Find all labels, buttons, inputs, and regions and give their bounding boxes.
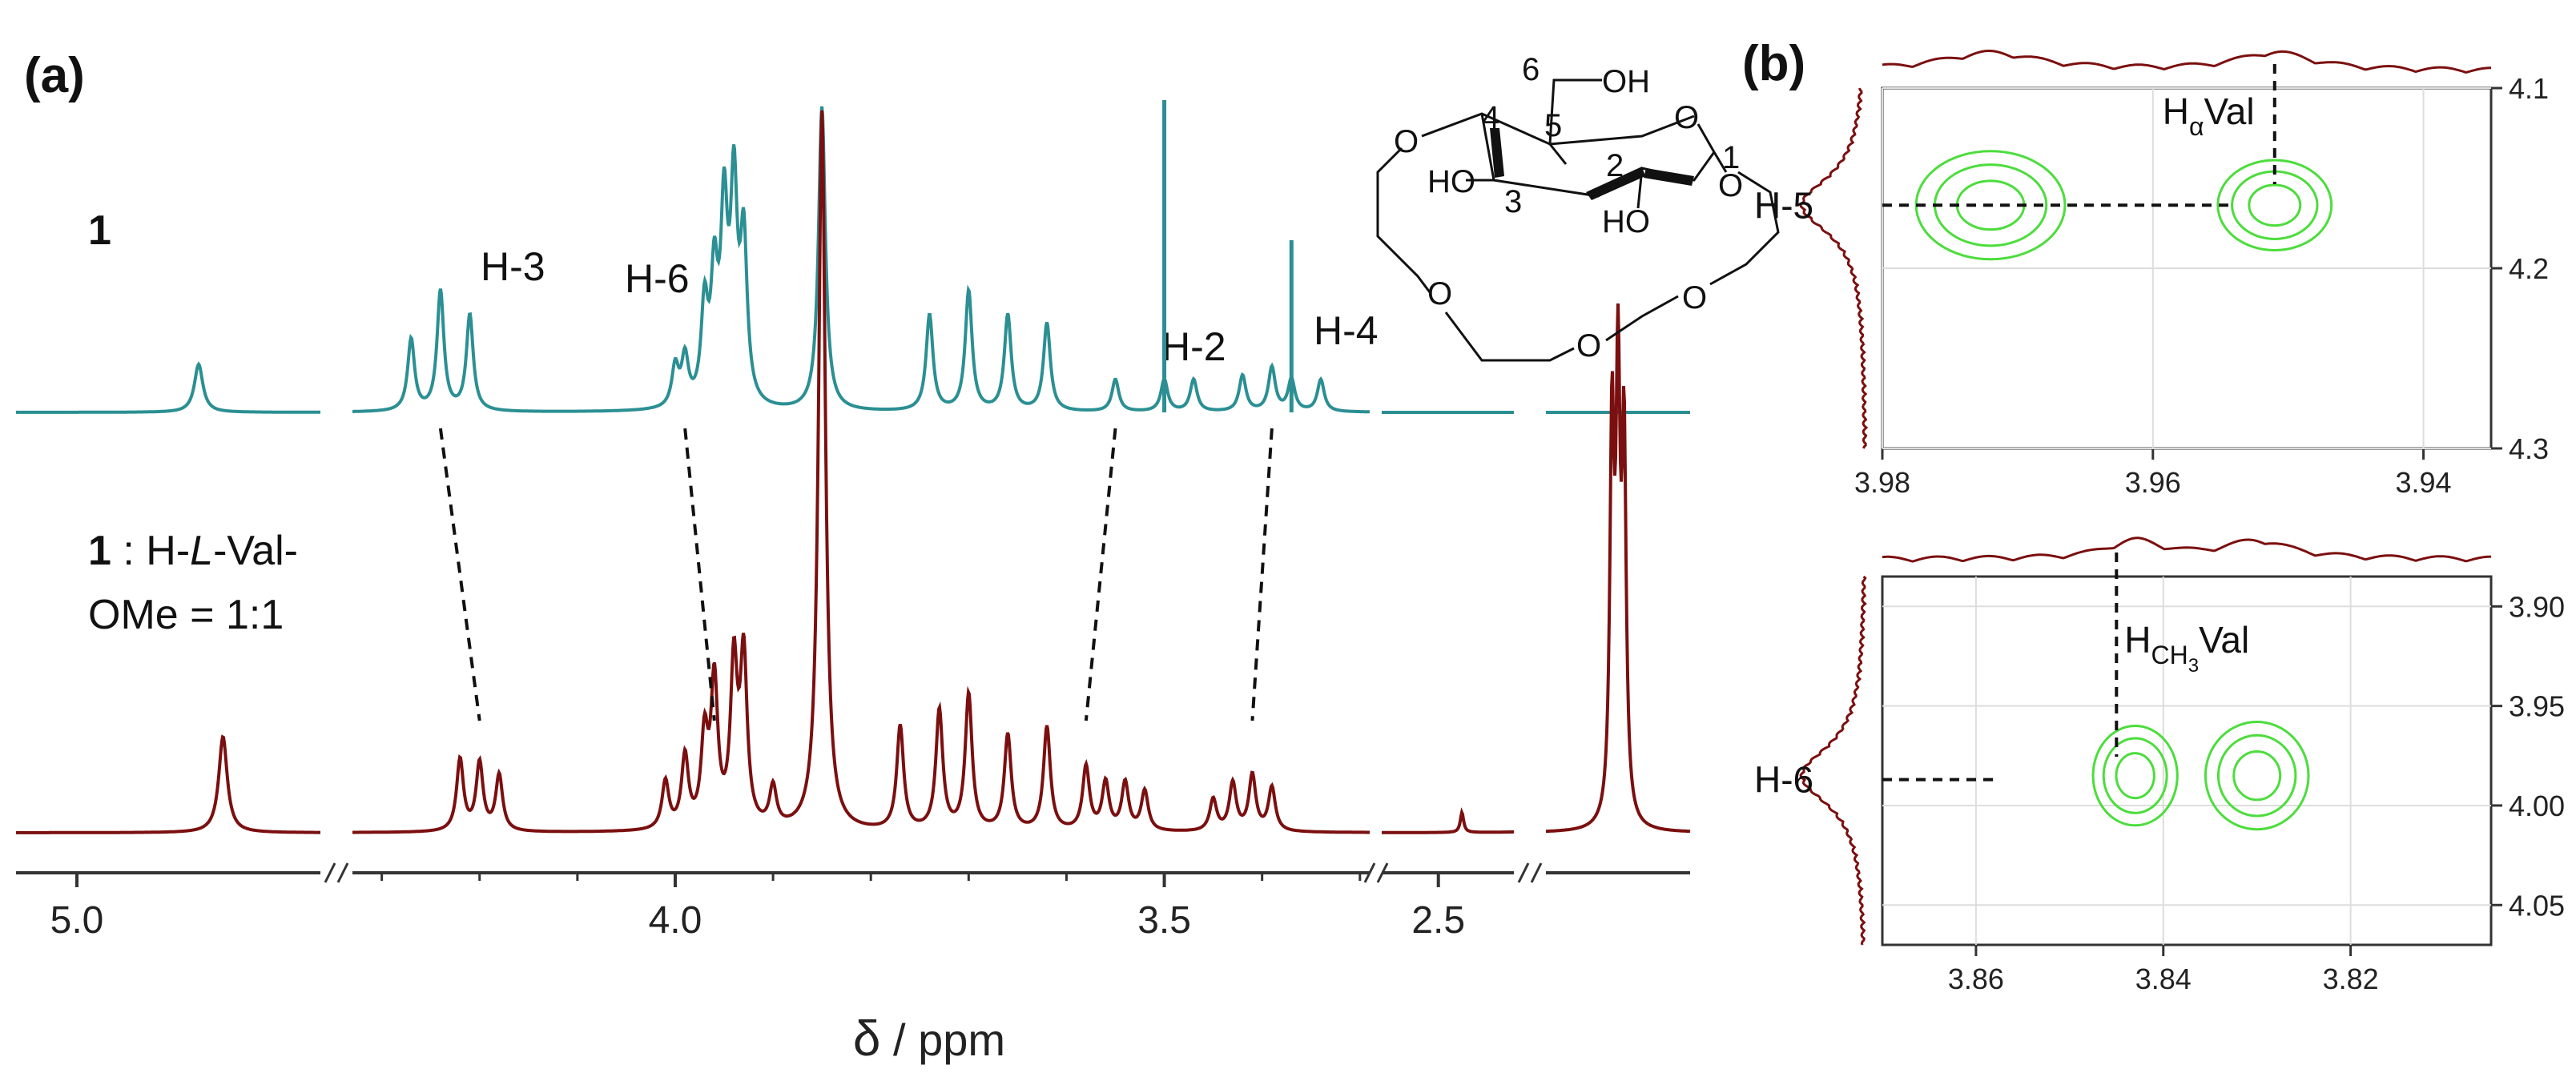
trace-top-label: 1: [88, 207, 111, 254]
projection-left: [1799, 575, 1867, 946]
x-tick-label-3: 2.5: [1411, 899, 1465, 942]
contour-1-2: [2248, 183, 2302, 227]
peak-label-h-4: H-4: [1314, 308, 1379, 353]
peak-label-h-2: H-2: [1161, 324, 1226, 369]
mol-o-ring: O: [1674, 100, 1699, 135]
plot-frame: [1881, 575, 2493, 946]
axis-break-1: [1363, 862, 1389, 883]
ch2oh-bond: [1548, 78, 1602, 145]
mol-num-1: 1: [1722, 140, 1740, 175]
projection-left: [1799, 87, 1869, 449]
mol-num-5: 5: [1544, 108, 1562, 143]
2d-spectrum-bottom: 3.86 3.84 3.82 3.90 3.95 4.00 4.05 HCH3Val H-6: [1754, 536, 2565, 995]
x-axis: 5.0 4.0 3.5 2.5: [16, 862, 1690, 942]
y-tick-label: 4.05: [2509, 889, 2565, 922]
contour-0-2: [2115, 752, 2155, 800]
projection-top: [1882, 536, 2492, 563]
correlation-line-2: [683, 428, 716, 721]
spectrum-trace-free: [16, 106, 1690, 414]
o-bonds: [1466, 167, 1644, 209]
mol-oh-top: OH: [1602, 64, 1650, 99]
mol-num-6: 6: [1522, 52, 1540, 87]
x-tick-label-2: 3.5: [1137, 899, 1191, 942]
mol-oh-mid: HO: [1427, 164, 1475, 199]
peak-label-h-3: H-3: [481, 244, 545, 289]
peak-annotations: H-3 H-6 H-2 H-4: [438, 244, 1379, 721]
c1-bond: [1713, 151, 1728, 173]
correlation-line-1: [438, 428, 481, 721]
contour-1-0: [2216, 159, 2333, 251]
peak-label-h-6: H-6: [625, 256, 690, 301]
axis-break-0: [324, 862, 349, 883]
panel-a: (a) 1 1 : H-L-Val- OMe = 1:1 H-3 H-6H-2 H-…: [16, 48, 1780, 1067]
mol-o-left: O: [1394, 124, 1419, 159]
mol-num-4: 4: [1482, 100, 1499, 135]
2d-spectrum-top: 3.98 3.96 3.94 4.1 4.2 4.3 HαVal H-5: [1754, 50, 2549, 499]
panel-b-label: (b): [1742, 36, 1805, 91]
x-tick-label: 3.98: [1854, 466, 1910, 499]
mol-o-lower-right: O: [1682, 280, 1707, 315]
cross-peak-label-y: H-5: [1754, 184, 1813, 226]
mol-o-lower-left: O: [1427, 276, 1452, 311]
x-tick-label: 3.86: [1948, 962, 2004, 995]
y-tick-label: 4.1: [2509, 72, 2549, 105]
mol-o-bottom: O: [1576, 328, 1601, 364]
mol-num-3: 3: [1504, 184, 1522, 219]
spectrum-trace-complex: [16, 110, 1691, 834]
mol-num-2: 2: [1606, 148, 1624, 183]
correlation-line-4: [1250, 428, 1274, 721]
contour-1-0: [2204, 721, 2310, 831]
contour-0-1: [2102, 737, 2168, 814]
trace-bottom-label-line1: 1 : H-L-Val-: [88, 528, 298, 574]
x-tick-label-0: 5.0: [50, 899, 104, 942]
trace-bottom-label-line2: OMe = 1:1: [88, 592, 284, 638]
x-tick-label-1: 4.0: [649, 899, 702, 942]
y-tick-label: 3.95: [2509, 690, 2565, 723]
y-tick-label: 4.2: [2509, 252, 2549, 285]
x-tick-label: 3.96: [2125, 466, 2181, 499]
contour-1-2: [2232, 749, 2282, 802]
y-tick-label: 3.90: [2509, 590, 2565, 623]
x-tick-label: 3.94: [2396, 466, 2452, 499]
projection-top: [1882, 50, 2491, 74]
molecule-structure: [1376, 78, 1780, 362]
cross-peak-label-x: HCH3Val: [2124, 619, 2249, 677]
contour-0-0: [2091, 724, 2179, 827]
x-tick-label: 3.84: [2135, 962, 2192, 995]
panel-a-label: (a): [24, 48, 85, 103]
correlation-line-3: [1084, 428, 1117, 721]
y-tick-label: 4.00: [2509, 790, 2565, 822]
y-tick-label: 4.3: [2509, 432, 2549, 465]
cross-peak-label-y: H-6: [1754, 759, 1813, 801]
x-tick-label: 3.82: [2323, 962, 2379, 995]
cross-peak-label-x: HαVal: [2163, 90, 2255, 141]
mol-oh-low: HO: [1602, 204, 1650, 239]
crown-ring: [1376, 147, 1780, 362]
mol-o-right: O: [1718, 168, 1743, 203]
axis-break-2: [1517, 862, 1543, 883]
contour-1-1: [2216, 733, 2297, 818]
x-axis-label: δ / ppm: [853, 1011, 1005, 1067]
